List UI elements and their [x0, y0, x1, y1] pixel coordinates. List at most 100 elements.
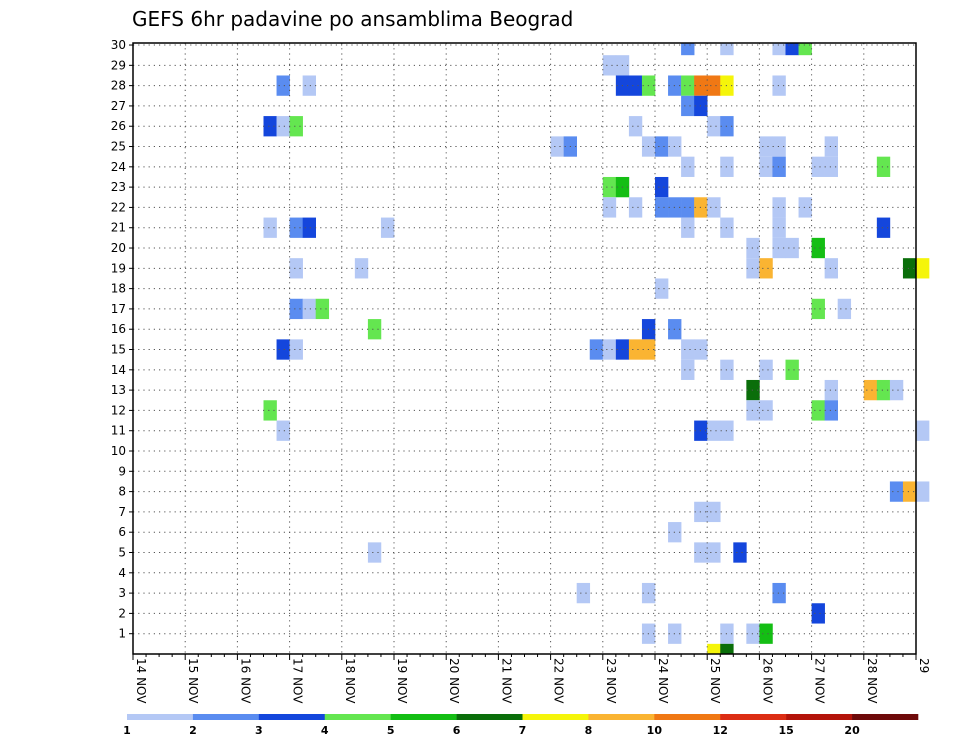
precip-cell — [746, 258, 760, 279]
colorbar-swatch — [456, 714, 523, 720]
data-cells — [263, 43, 930, 654]
y-tick-label: 2 — [118, 606, 126, 620]
x-tick-label: 20 NOV — [447, 658, 461, 704]
colorbar-label: 3 — [255, 724, 263, 737]
y-tick-label: 9 — [118, 464, 126, 478]
colorbar-swatch — [654, 714, 721, 720]
precip-cell — [289, 339, 303, 360]
y-tick-label: 6 — [118, 525, 126, 539]
precip-cell — [772, 237, 786, 259]
colorbar-label: 20 — [844, 724, 860, 737]
precip-cell — [889, 481, 904, 502]
precip-cell — [916, 420, 930, 441]
precip-cell — [628, 339, 643, 360]
precip-cell — [602, 197, 617, 218]
colorbar-swatch — [588, 714, 655, 720]
x-tick-label: 17 NOV — [291, 658, 305, 704]
precip-cell — [302, 75, 316, 96]
precip-cell — [628, 197, 643, 218]
precip-cell — [681, 156, 695, 177]
precip-cell — [289, 116, 303, 137]
colorbar-swatch — [258, 714, 326, 720]
precip-cell — [772, 136, 786, 157]
x-tick-label: 16 NOV — [238, 658, 252, 704]
precip-cell — [681, 197, 695, 218]
precip-cell — [759, 136, 773, 157]
precip-cell — [759, 156, 773, 177]
precip-cell — [380, 217, 395, 238]
precip-cell — [315, 298, 330, 320]
precip-cell — [276, 116, 290, 137]
precip-cell — [916, 258, 930, 279]
precip-cell — [759, 623, 773, 644]
x-tick-label: 26 NOV — [760, 658, 774, 704]
precip-cell — [876, 379, 891, 401]
colorbar-swatch — [192, 714, 260, 720]
precip-cell — [655, 278, 669, 299]
y-tick-label: 4 — [118, 566, 126, 580]
precip-cell — [746, 623, 760, 644]
precip-cell — [354, 258, 369, 279]
precip-cell — [746, 379, 760, 401]
precip-cell — [720, 43, 734, 56]
x-tick-label: 18 NOV — [343, 658, 357, 704]
precip-cell — [772, 582, 786, 604]
precip-cell — [681, 339, 695, 360]
precip-cell — [655, 197, 669, 218]
precip-cell — [707, 197, 721, 218]
precip-cell — [302, 217, 316, 238]
precip-cell — [824, 136, 838, 157]
precip-cell — [681, 43, 695, 56]
y-tick-label: 26 — [111, 119, 126, 133]
precip-cell — [602, 339, 617, 360]
precip-cell — [876, 217, 891, 238]
x-tick-label: 19 NOV — [395, 658, 409, 704]
precip-cell — [902, 258, 917, 279]
colorbar-swatch — [852, 714, 919, 720]
plot-frame — [132, 42, 917, 655]
colorbar-swatch — [522, 714, 589, 720]
y-tick-label: 28 — [111, 79, 126, 93]
y-tick-label: 23 — [111, 180, 126, 194]
colorbar-label: 4 — [321, 724, 329, 737]
colorbar-legend: 1 2 3 4 5 6 7 8 10 12 15 20 — [123, 714, 919, 737]
precip-cell — [759, 359, 773, 380]
x-tick-label: 21 NOV — [499, 658, 513, 704]
precip-cell — [902, 481, 917, 502]
y-tick-label: 7 — [118, 505, 126, 519]
precip-cell — [824, 258, 838, 279]
precip-cell — [367, 542, 382, 563]
precip-cell — [628, 75, 643, 96]
precip-cell — [837, 298, 852, 320]
precip-cell — [746, 400, 760, 421]
precip-cell — [772, 43, 786, 56]
y-tick-label: 22 — [111, 200, 126, 214]
precip-cell — [772, 197, 786, 218]
precip-cell — [824, 379, 838, 401]
colorbar-swatch — [324, 714, 391, 720]
y-tick-label: 10 — [111, 444, 126, 458]
y-tick-label: 11 — [111, 424, 126, 438]
precip-cell — [720, 643, 734, 654]
colorbar-label: 12 — [713, 724, 728, 737]
precip-cell — [576, 582, 591, 604]
precip-cell — [550, 136, 564, 157]
y-tick-label: 19 — [111, 261, 126, 275]
precip-cell — [263, 217, 277, 238]
colorbar-label: 10 — [647, 724, 663, 737]
precip-cell — [824, 400, 838, 421]
precip-cell — [289, 258, 303, 279]
precip-cell — [876, 156, 891, 177]
precip-cell — [889, 379, 904, 401]
y-tick-label: 18 — [111, 282, 126, 296]
precip-cell — [628, 116, 643, 137]
y-tick-label: 20 — [111, 241, 126, 255]
precip-cell — [707, 501, 721, 523]
precip-cell — [707, 643, 721, 654]
colorbar-label: 8 — [585, 724, 593, 737]
precip-cell — [785, 43, 799, 56]
precip-cell — [602, 176, 617, 198]
precip-cell — [655, 136, 669, 157]
precip-cell — [785, 359, 799, 380]
precip-cell — [772, 75, 786, 96]
